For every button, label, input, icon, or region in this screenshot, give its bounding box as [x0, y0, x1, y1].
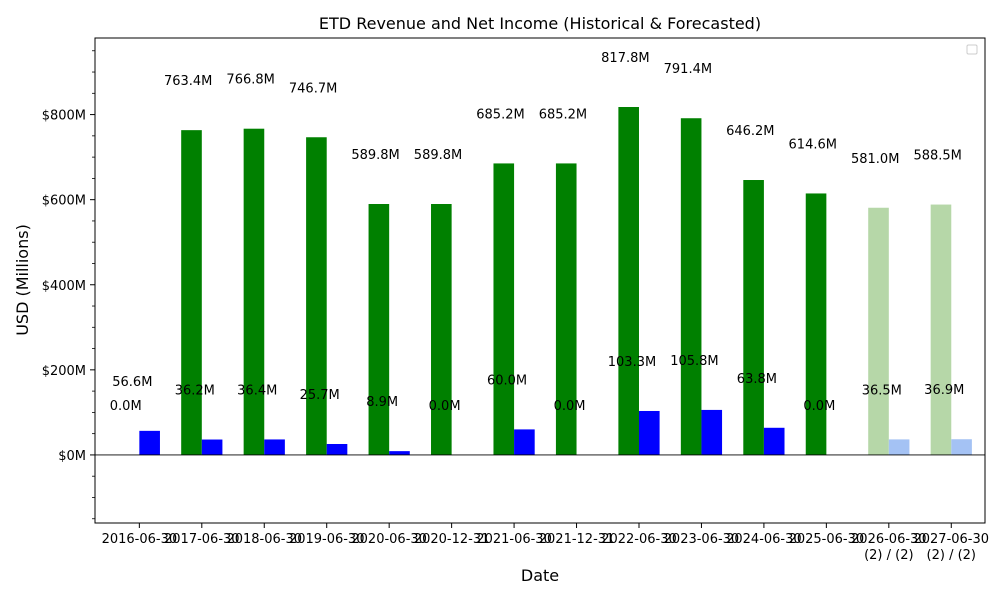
net-income-value-label: 60.0M: [487, 373, 527, 388]
y-tick-label: $200M: [42, 364, 86, 379]
net-income-bar: [639, 411, 660, 455]
net-income-value-label: 36.4M: [237, 383, 277, 398]
net-income-bar: [202, 440, 223, 455]
revenue-value-label: 588.5M: [913, 149, 961, 164]
revenue-bar: [181, 130, 202, 455]
x-axis-label: Date: [521, 566, 559, 585]
net-income-bar: [889, 439, 910, 455]
net-income-value-label: 63.8M: [737, 372, 777, 387]
net-income-value-label: 103.3M: [608, 355, 656, 370]
revenue-value-label: 791.4M: [664, 62, 712, 77]
revenue-bar: [618, 107, 639, 455]
revenue-bar: [493, 163, 514, 455]
net-income-value-label: 0.0M: [554, 399, 586, 414]
net-income-bar: [701, 410, 722, 455]
revenue-value-label: 581.0M: [851, 152, 899, 167]
revenue-value-label: 766.8M: [226, 73, 274, 88]
legend-box: [967, 45, 977, 54]
net-income-value-label: 0.0M: [803, 399, 835, 414]
revenue-bar: [431, 204, 452, 455]
revenue-value-label: 0.0M: [110, 399, 142, 414]
revenue-value-label: 589.8M: [414, 148, 462, 163]
net-income-value-label: 36.9M: [924, 383, 964, 398]
y-tick-label: $600M: [42, 194, 86, 209]
net-income-value-label: 36.2M: [175, 384, 215, 399]
revenue-bar: [369, 204, 390, 455]
net-income-value-label: 0.0M: [429, 399, 461, 414]
y-tick-label: $800M: [42, 109, 86, 124]
revenue-bar: [306, 137, 327, 455]
revenue-value-label: 589.8M: [351, 148, 399, 163]
net-income-value-label: 25.7M: [300, 388, 340, 403]
net-income-bar: [264, 439, 285, 454]
net-income-bar: [764, 428, 785, 455]
net-income-value-label: 36.5M: [862, 383, 902, 398]
revenue-value-label: 746.7M: [289, 81, 337, 96]
y-axis-label: USD (Millions): [13, 224, 32, 336]
net-income-value-label: 56.6M: [112, 375, 152, 390]
revenue-value-label: 646.2M: [726, 124, 774, 139]
y-tick-label: $0M: [58, 449, 86, 464]
revenue-value-label: 685.2M: [539, 107, 587, 122]
net-income-bar: [514, 429, 535, 455]
revenue-bar: [681, 118, 702, 455]
revenue-bar: [743, 180, 764, 455]
net-income-value-label: 105.8M: [670, 354, 718, 369]
y-tick-label: $400M: [42, 279, 86, 294]
revenue-bar: [244, 129, 265, 455]
revenue-value-label: 614.6M: [789, 137, 837, 152]
net-income-bar: [327, 444, 348, 455]
revenue-bar: [931, 205, 952, 455]
chart-title: ETD Revenue and Net Income (Historical &…: [319, 14, 761, 33]
revenue-bar: [806, 193, 827, 454]
net-income-value-label: 8.9M: [366, 395, 398, 410]
revenue-value-label: 763.4M: [164, 74, 212, 89]
revenue-value-label: 817.8M: [601, 51, 649, 66]
revenue-value-label: 685.2M: [476, 107, 524, 122]
net-income-bar: [139, 431, 160, 455]
net-income-bar: [389, 451, 410, 455]
revenue-bar: [868, 208, 889, 455]
net-income-bar: [951, 439, 972, 455]
